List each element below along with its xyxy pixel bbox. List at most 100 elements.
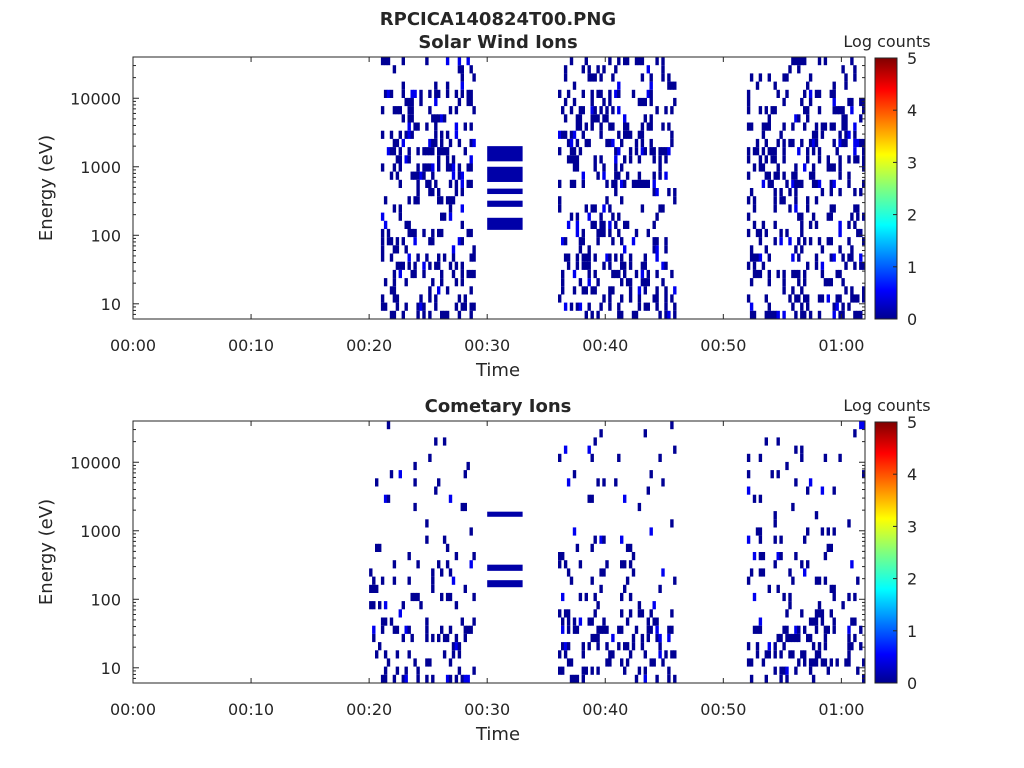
spectrogram-cell: [779, 552, 783, 561]
spectrogram-cell: [469, 65, 473, 74]
spectrogram-cell: [445, 163, 450, 172]
spectrogram-cell: [392, 269, 397, 279]
spectrogram-cell: [566, 609, 571, 618]
spectrogram-cell: [634, 57, 639, 66]
spectrogram-cell: [838, 245, 842, 254]
spectrogram-cell: [593, 73, 597, 82]
spectrogram-cell: [628, 609, 633, 618]
spectrogram-cell: [445, 310, 450, 319]
spectrogram-cell: [407, 114, 411, 123]
spectrogram-cell: [569, 138, 574, 148]
spectrogram-cell: [791, 138, 795, 148]
spectrogram-cell: [372, 633, 376, 643]
spectrogram-cell: [566, 220, 571, 229]
spectrogram-cell: [667, 81, 671, 90]
spectrogram-cell: [655, 674, 659, 683]
spectrogram-cell: [608, 97, 612, 107]
spectrogram-cell: [794, 114, 798, 123]
x-axis-label: Time: [475, 724, 520, 745]
spectrogram-cell: [425, 147, 429, 156]
spectrogram-cell: [460, 188, 464, 197]
spectrogram-cell: [773, 188, 777, 197]
spectrogram-cell: [617, 147, 621, 156]
spectrogram-cell: [590, 114, 594, 123]
spectrogram-cell: [655, 57, 659, 66]
spectrogram-cell: [749, 658, 754, 667]
spectrogram-cell: [794, 204, 798, 213]
spectrogram-cell: [664, 155, 668, 164]
spectrogram-cell: [746, 212, 751, 221]
spectrogram-cell: [623, 130, 627, 139]
spectrogram-cell: [782, 592, 786, 602]
spectrogram-cell: [434, 114, 438, 123]
spectrogram-cell: [413, 478, 417, 487]
spectrogram-cell: [829, 179, 833, 188]
spectrogram-cell: [413, 237, 417, 246]
spectrogram-cell: [611, 179, 615, 188]
spectrogram-cell: [448, 592, 453, 602]
spectrogram-cell: [372, 584, 376, 593]
spectrogram-cell: [434, 138, 438, 148]
spectrogram-cell: [655, 188, 659, 197]
spectrogram-cell: [808, 666, 813, 675]
spectrogram-cell: [440, 138, 444, 148]
spectrogram-cell: [826, 527, 830, 536]
spectrogram-cell: [623, 560, 627, 569]
spectrogram-cell: [398, 470, 402, 479]
spectrogram-cell: [820, 658, 825, 667]
spectrogram-cell: [758, 269, 763, 279]
spectrogram-cell: [814, 511, 819, 520]
spectrogram-cell: [779, 228, 783, 238]
spectrogram-cell: [758, 552, 763, 561]
spectrogram-cell: [673, 650, 677, 659]
spectrogram-cell: [637, 502, 642, 512]
spectrogram-cell: [779, 196, 783, 205]
spectrogram-cell: [572, 155, 577, 164]
spectrogram-cell: [575, 302, 580, 311]
spectrogram-cell: [820, 486, 825, 495]
spectrogram-cell: [823, 278, 828, 287]
panel-title: Solar Wind Ions: [418, 32, 577, 53]
spectrogram-cell: [832, 179, 836, 188]
spectrogram-cell: [460, 502, 464, 512]
spectrogram-cell: [658, 171, 662, 180]
spectrogram-cell: [814, 261, 819, 270]
spectrogram-cell: [590, 89, 594, 98]
spectrogram-cell: [670, 130, 674, 139]
spectrogram-cell: [794, 294, 798, 303]
x-tick-label: 00:10: [228, 336, 274, 355]
spectrogram-cell: [442, 437, 447, 446]
spectrogram-cell: [575, 674, 580, 683]
spectrogram-cell: [658, 163, 662, 172]
spectrogram-cell: [746, 576, 751, 585]
y-axis-ticks: 10 100 1000 10000: [70, 420, 865, 684]
spectrogram-cell: [776, 310, 780, 319]
spectrogram-cell: [814, 130, 819, 139]
spectrogram-cell: [835, 302, 839, 311]
spectrogram-cell: [643, 253, 647, 262]
spectrogram-cell: [773, 147, 777, 156]
spectrogram-cell: [614, 188, 618, 197]
spectrogram-cell: [623, 666, 627, 675]
spectrogram-cell: [372, 625, 376, 634]
spectrogram-cell: [664, 147, 668, 156]
spectrogram-cell: [761, 179, 766, 188]
spectrogram-cell: [746, 196, 751, 205]
spectrogram-cell: [440, 114, 444, 123]
spectrogram-cell: [572, 286, 577, 295]
spectrogram-cell: [602, 568, 606, 577]
spectrogram-cell: [803, 535, 807, 544]
spectrogram-cell: [434, 261, 438, 270]
spectrogram-cell: [773, 155, 777, 164]
spectrogram-cell: [794, 269, 798, 279]
spectrogram-cell: [383, 196, 388, 205]
spectrogram-cell: [832, 486, 836, 495]
spectrogram-cell: [764, 310, 768, 319]
spectrogram-cell: [614, 147, 618, 156]
spectrogram-cell: [572, 617, 577, 626]
spectrogram-cell: [572, 269, 577, 279]
spectrogram-cell: [664, 237, 668, 246]
spectrogram-cell: [655, 245, 659, 254]
spectrogram-cell: [655, 286, 659, 295]
spectrogram-cell: [767, 114, 771, 123]
